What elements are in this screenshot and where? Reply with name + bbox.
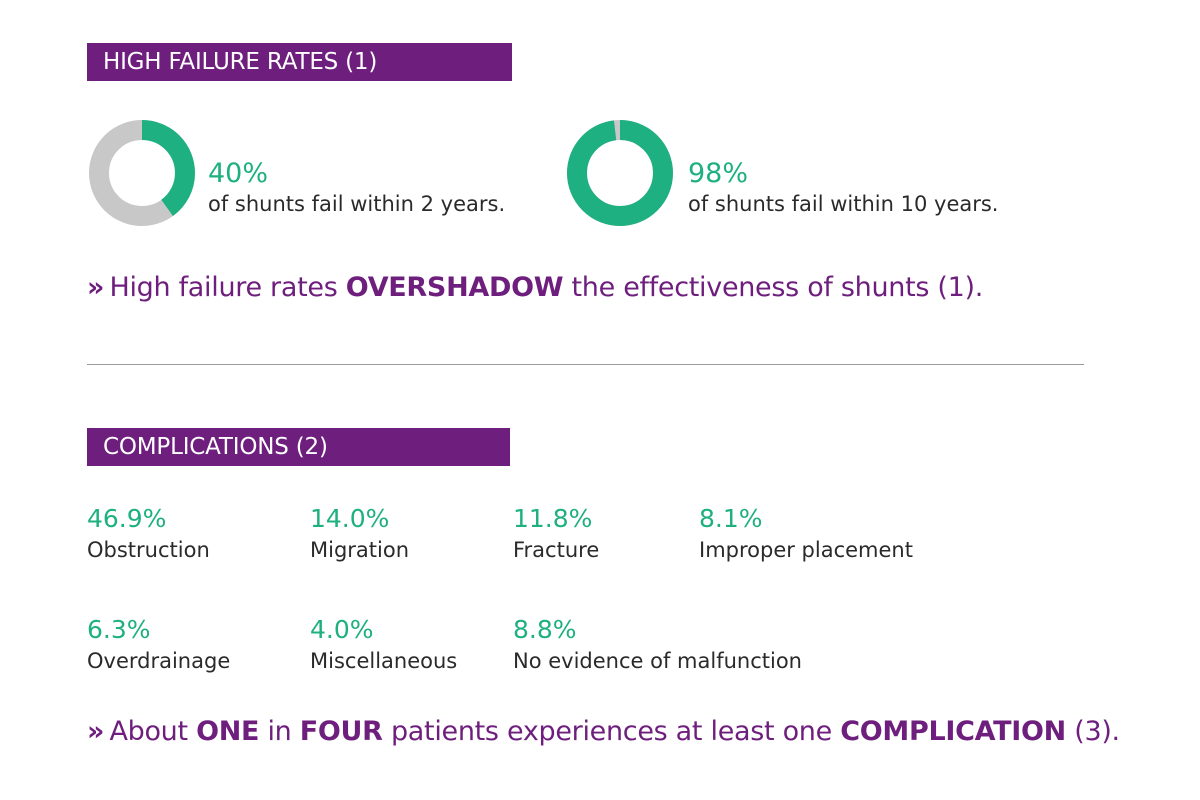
donut-fill bbox=[567, 120, 673, 226]
donut-chart-2-years bbox=[88, 119, 196, 227]
callout-text: patients experiences at least one bbox=[382, 716, 841, 747]
complication-label: Miscellaneous bbox=[310, 649, 458, 673]
callout-overshadow: » High failure rates OVERSHADOW the effec… bbox=[87, 272, 983, 303]
complication-label: Improper placement bbox=[699, 538, 913, 562]
complication-percent: 4.0% bbox=[310, 615, 374, 644]
complication-label: Overdrainage bbox=[87, 649, 231, 673]
complication-item: 4.0% Miscellaneous bbox=[310, 614, 457, 676]
section-divider bbox=[87, 364, 1084, 365]
complication-item: 11.8% Fracture bbox=[513, 503, 599, 565]
chevron-right-icon: » bbox=[87, 716, 105, 747]
stat-caption: of shunts fail within 10 years. bbox=[688, 192, 999, 216]
complication-label: Migration bbox=[310, 538, 410, 562]
complication-percent: 6.3% bbox=[87, 615, 151, 644]
complication-item: 8.1% Improper placement bbox=[699, 503, 913, 565]
complication-label: Fracture bbox=[513, 538, 600, 562]
complication-percent: 14.0% bbox=[310, 504, 390, 533]
complication-percent: 46.9% bbox=[87, 504, 167, 533]
stat-percent: 98% bbox=[688, 158, 749, 189]
stat-10-years: 98% of shunts fail within 10 years. bbox=[688, 158, 998, 218]
callout-emphasis: COMPLICATION bbox=[840, 716, 1066, 747]
donut-fill bbox=[89, 120, 195, 226]
complication-item: 8.8% No evidence of malfunction bbox=[513, 614, 802, 676]
stat-caption: of shunts fail within 2 years. bbox=[208, 192, 506, 216]
stat-2-years: 40% of shunts fail within 2 years. bbox=[208, 158, 505, 218]
complication-item: 6.3% Overdrainage bbox=[87, 614, 230, 676]
callout-emphasis: ONE bbox=[196, 716, 260, 747]
callout-emphasis: OVERSHADOW bbox=[345, 272, 564, 303]
callout-text: the effectiveness of shunts (1). bbox=[563, 272, 984, 303]
donut-chart-10-years bbox=[566, 119, 674, 227]
complication-percent: 11.8% bbox=[513, 504, 593, 533]
complication-label: No evidence of malfunction bbox=[513, 649, 802, 673]
complication-item: 46.9% Obstruction bbox=[87, 503, 210, 565]
callout-text: About bbox=[109, 716, 197, 747]
complication-item: 14.0% Migration bbox=[310, 503, 409, 565]
callout-text: (3). bbox=[1065, 716, 1120, 747]
callout-text: in bbox=[259, 716, 300, 747]
callout-emphasis: FOUR bbox=[299, 716, 383, 747]
section-header-high-failure-rates: HIGH FAILURE RATES (1) bbox=[87, 43, 512, 81]
stat-percent: 40% bbox=[208, 158, 269, 189]
complication-percent: 8.8% bbox=[513, 615, 577, 644]
section-header-complications: COMPLICATIONS (2) bbox=[87, 428, 510, 466]
callout-one-in-four: » About ONE in FOUR patients experiences … bbox=[87, 716, 1120, 747]
complication-label: Obstruction bbox=[87, 538, 210, 562]
complication-percent: 8.1% bbox=[699, 504, 763, 533]
callout-text: High failure rates bbox=[109, 272, 346, 303]
chevron-right-icon: » bbox=[87, 272, 105, 303]
